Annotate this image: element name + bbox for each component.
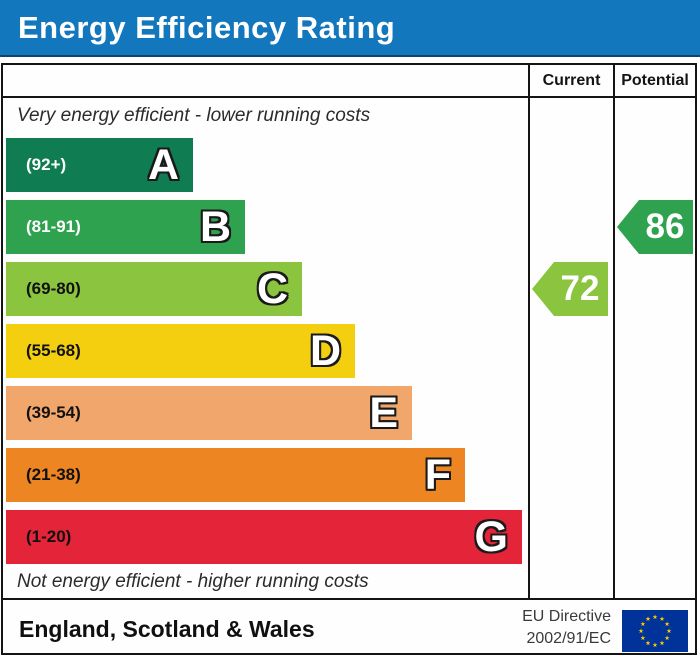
band-b-range: (81-91) [26, 217, 81, 236]
band-e-letter: E [369, 388, 398, 437]
footer-divider [3, 598, 695, 600]
rating-chart: Current Potential Very energy efficient … [1, 63, 697, 655]
column-divider-potential [613, 65, 615, 600]
band-e-range: (39-54) [26, 403, 81, 422]
title-bar: Energy Efficiency Rating [0, 0, 700, 57]
current-rating-value: 72 [560, 269, 600, 308]
band-a: (92+) A [6, 138, 193, 192]
band-c: (69-80) C [6, 262, 302, 316]
band-d-letter: D [309, 326, 341, 375]
band-a-range: (92+) [26, 155, 67, 174]
band-d: (55-68) D [6, 324, 355, 378]
eu-directive-label: EU Directive 2002/91/EC [443, 606, 611, 649]
page-title: Energy Efficiency Rating [18, 9, 396, 45]
band-g-range: (1-20) [26, 527, 72, 546]
band-f-range: (21-38) [26, 465, 81, 484]
band-g: (1-20) G [6, 510, 522, 564]
note-not-efficient: Not energy efficient - higher running co… [17, 571, 369, 592]
current-rating-arrow: 72 [532, 262, 608, 316]
eu-flag-icon [622, 610, 688, 652]
eu-directive-line2: 2002/91/EC [526, 629, 611, 647]
eu-directive-line1: EU Directive [522, 608, 611, 625]
column-header-potential: Potential [621, 71, 689, 89]
footer-region-label: England, Scotland & Wales [19, 615, 315, 642]
potential-rating-value: 86 [645, 207, 685, 246]
potential-rating-arrow: 86 [617, 200, 693, 254]
band-a-letter: A [147, 140, 179, 189]
band-f-letter: F [424, 450, 451, 499]
band-f: (21-38) F [6, 448, 465, 502]
band-b: (81-91) B [6, 200, 245, 254]
band-d-range: (55-68) [26, 341, 81, 360]
header-divider [3, 96, 695, 98]
band-b-letter: B [199, 202, 231, 251]
column-divider-current [528, 65, 530, 600]
band-e: (39-54) E [6, 386, 412, 440]
band-c-range: (69-80) [26, 279, 81, 298]
note-very-efficient: Very energy efficient - lower running co… [17, 105, 371, 126]
band-c-letter: C [256, 264, 288, 313]
band-g-letter: G [474, 512, 508, 561]
column-header-current: Current [542, 71, 601, 89]
